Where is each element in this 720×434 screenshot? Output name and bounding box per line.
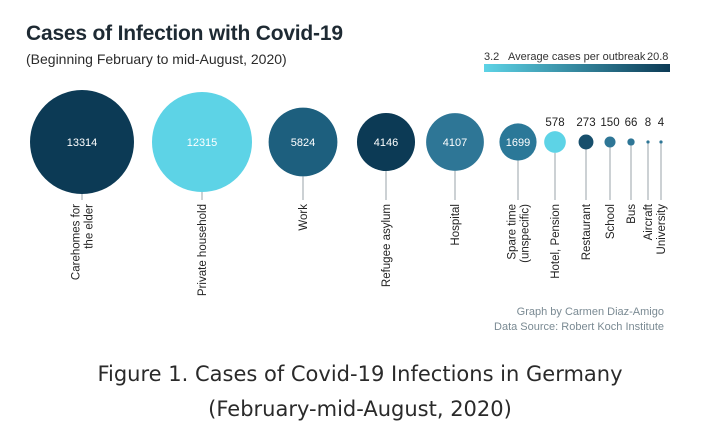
category-label-school: School <box>605 204 617 239</box>
category-label-carehomes-for-the-elder-line-2: the elder <box>84 204 96 249</box>
bubble-refugee-asylum <box>356 112 416 172</box>
bubble-university <box>659 140 663 144</box>
bubble-chart: 13314 Carehomes for the elder 12315 Private … <box>30 90 668 296</box>
category-label-carehomes-for-the-elder-line-1: Carehomes for <box>71 204 83 280</box>
graph-credit: Graph by Carmen Diaz-Amigo <box>516 306 664 318</box>
value-label-hotel-pension: 578 <box>545 117 564 129</box>
category-label-hospital: Hospital <box>450 204 462 246</box>
bubble-hospital <box>426 113 484 171</box>
bubble-hotel-pension <box>544 131 566 153</box>
bubble-aircraft <box>646 140 650 144</box>
data-source: Data Source: Robert Koch Institute <box>494 321 664 333</box>
bubble-restaurant <box>578 134 594 150</box>
category-label-refugee-asylum: Refugee asylum <box>381 204 393 287</box>
value-label-university: 4 <box>658 117 665 129</box>
bubble-work <box>268 107 338 177</box>
chart-subtitle: (Beginning February to mid-August, 2020) <box>26 51 287 67</box>
category-label-spare-time-unspecific-line-1: Spare time <box>507 204 519 260</box>
value-label-aircraft: 8 <box>645 117 651 129</box>
legend-max-label: 20.8 <box>647 51 669 63</box>
figure-caption-line-2: (February-mid-August, 2020) <box>208 397 512 421</box>
category-label-spare-time-unspecific-line-2: (unspecific) <box>520 204 532 263</box>
value-label-hospital: 4107 <box>443 137 467 149</box>
value-label-bus: 66 <box>625 117 638 129</box>
value-label-school: 150 <box>600 117 619 129</box>
value-label-work: 5824 <box>291 137 315 149</box>
value-label-restaurant: 273 <box>576 117 595 129</box>
category-label-bus: Bus <box>626 204 638 224</box>
category-label-work: Work <box>298 204 310 231</box>
value-label-refugee-asylum: 4146 <box>374 137 398 149</box>
value-label-private-household: 12315 <box>187 137 218 149</box>
figure-caption-line-1: Figure 1. Cases of Covid-19 Infections i… <box>97 362 623 386</box>
bubble-bus <box>627 138 635 146</box>
bubble-carehomes-for-the-elder <box>30 90 134 194</box>
legend-title: Average cases per outbreak <box>508 51 646 63</box>
legend-min-label: 3.2 <box>484 51 500 63</box>
value-label-spare-time-unspecific: 1699 <box>506 137 530 149</box>
value-label-carehomes-for-the-elder: 13314 <box>67 137 98 149</box>
category-label-hotel-pension: Hotel, Pension <box>550 204 562 279</box>
bubble-private-household <box>151 91 253 193</box>
legend-gradient-bar <box>484 64 670 72</box>
category-label-private-household: Private household <box>197 204 209 296</box>
chart-title: Cases of Infection with Covid-19 <box>26 22 343 45</box>
bubble-school <box>604 136 616 148</box>
category-label-aircraft: Aircraft <box>643 203 655 240</box>
bubble-spare-time-unspecific <box>499 123 537 161</box>
category-label-university: University <box>656 204 668 255</box>
category-label-restaurant: Restaurant <box>581 203 593 260</box>
